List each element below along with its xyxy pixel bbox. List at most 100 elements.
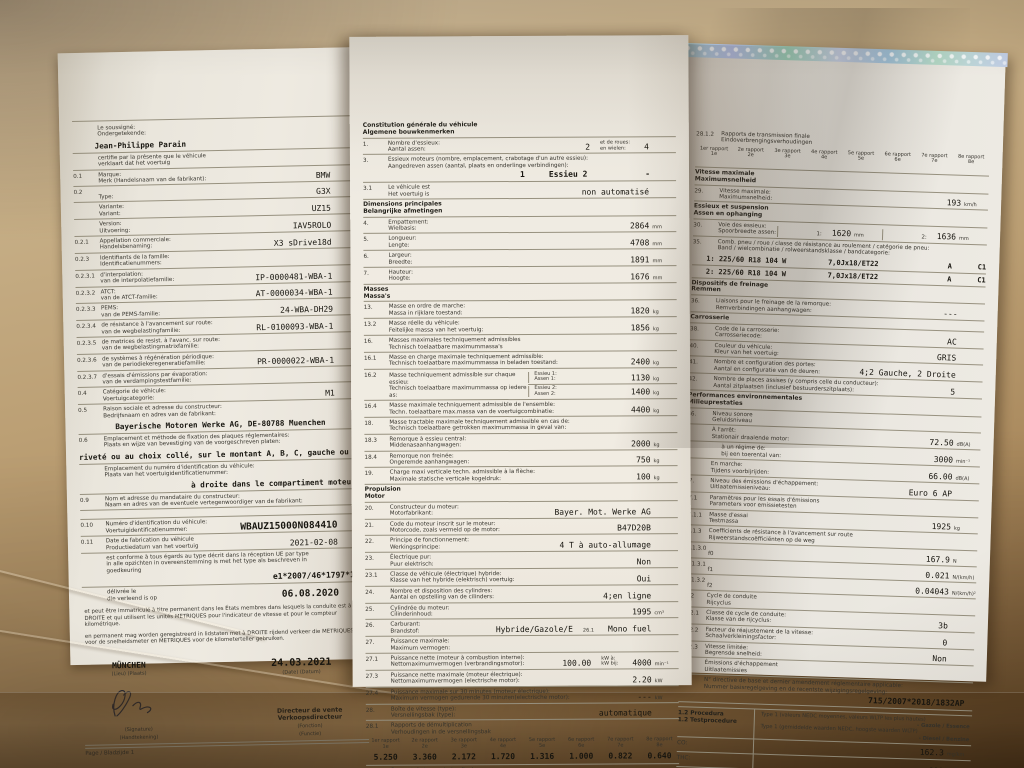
row-label-nl: Wielbasis:: [388, 225, 417, 232]
row-label-nl: Ondergetekende:: [97, 130, 147, 138]
section-title-nl: Motor: [364, 492, 385, 500]
gear-ratio-value: 0.640: [647, 751, 672, 761]
row-number: 16.: [363, 338, 373, 345]
row-label: Puissance nette maximale (moteur électri…: [391, 672, 523, 686]
row-label-nl: Motorfabrikant:: [389, 510, 433, 517]
gear-header-cell: 1er rapport 1e: [371, 737, 400, 750]
row-value: 5: [950, 387, 956, 397]
row-number: 0.2.1: [74, 239, 89, 247]
row-label: Rapports de démultiplication Verhoudingen…: [391, 722, 491, 736]
row-value: Non: [636, 557, 652, 567]
place-block: MÜNCHEN (Lieu) (Plaats): [111, 661, 147, 681]
row-number: 28.1: [365, 724, 379, 731]
row-number: 20.: [364, 505, 374, 512]
row-number: 0.10: [80, 523, 94, 530]
row-value: 1820: [630, 306, 650, 316]
row-label-nl: Cilinderinhoud:: [390, 611, 433, 618]
gear-header-row: 1er rapport 1e 2e rapport 2e 3e rapport 3e 4e …: [366, 736, 679, 750]
row-label-nl: Feitelijke massa van het voertuig:: [388, 326, 484, 334]
row-value: Euro 6 AP: [908, 487, 953, 499]
field-row: 28.1 Rapports de démultiplication Verhoudi…: [366, 719, 679, 736]
row-value: IP-0000481-WBA-1: [255, 271, 333, 282]
row-inline-value: Hybride/Gazole/E: [495, 624, 573, 635]
row-unit: N: [952, 558, 957, 565]
row-label-nl: Nettomaximumvermogen (electrische motor)…: [390, 678, 520, 685]
emission-label: CO:: [676, 739, 688, 747]
section-header: Propulsion Motor: [364, 483, 678, 503]
row-number: 6.: [363, 254, 369, 261]
row-label-nl: Nettomaximumvermogen (verbrandingsmotor)…: [390, 661, 525, 669]
row-number: 24.: [365, 589, 375, 596]
row-value: 06.08.2020: [281, 587, 340, 600]
row-unit: kg: [652, 359, 660, 367]
row-label-nl: Motorcode, zoals vermeld op de motor:: [389, 527, 500, 534]
row-value: WBAUZ15000N084410: [240, 519, 338, 533]
row-value: 4708: [630, 238, 650, 248]
row-label-nl: van de wegbelastingmatrixfamilie:: [101, 343, 200, 352]
row-label-nl: Stationair draaiende motor:: [711, 433, 790, 443]
row-label: Vitesse limitée: Begrensde snelheid:: [705, 644, 762, 659]
row-number: 23.: [365, 555, 374, 563]
row-unit: [947, 647, 974, 648]
field-row: 6. Largeur: Breedte: 1891 mm: [363, 249, 677, 268]
gear-ratio-value: 2.172: [451, 752, 476, 762]
row-label-fr: Puissance maximale:: [390, 638, 450, 645]
row-label-fr: f2: [706, 582, 713, 589]
row-label: Nom et adresse du mandataire du construc…: [105, 492, 303, 509]
row-number: 27.: [365, 640, 375, 647]
row-value: UZ15: [311, 203, 332, 214]
field-row: 19. Charge maxi verticale techn. admissib…: [364, 466, 678, 485]
row-unit: min⁻¹: [955, 458, 971, 466]
row-label: Type:: [99, 194, 114, 201]
row-value: 100: [636, 472, 651, 482]
row-value: ---: [637, 691, 652, 701]
field-row: 16.4 Masse maximale techniquement admissi…: [364, 399, 678, 418]
row-label: Niveau sonore Geluidsniveau: [712, 411, 753, 425]
row-label-nl: Maximumsnelheid:: [719, 194, 773, 202]
row-unit: [957, 346, 984, 347]
row-number: 3.: [362, 158, 369, 165]
holographic-security-strip-icon: [683, 42, 1008, 68]
row-number: 13.2: [363, 322, 377, 329]
row-value: 4000: [632, 658, 652, 668]
field-row: 21. Code du moteur inscrit sur le moteur:…: [364, 517, 678, 537]
gear-header-cell: 7e rapport 7e: [921, 152, 948, 165]
row-label: Facteur de réajustement de la vitesse: Sc…: [705, 627, 813, 643]
row-label-fr: Type:: [98, 194, 114, 201]
row-value: 715/2007*2018/1832AP: [867, 696, 965, 709]
row-label-nl: Het voertuig is: [388, 191, 430, 198]
row-number: 25.: [365, 606, 375, 613]
row-number: 18.3: [364, 437, 377, 444]
row-number: 18.4: [364, 454, 377, 461]
row-label-nl: Maximum vermogen gedurende 30 minuten(el…: [390, 694, 570, 702]
gear-header-cell: 8e rapport 8e: [957, 153, 985, 166]
row-label: Remorque à essieu central: Middenasaanhan…: [389, 436, 466, 449]
row-number: 41.: [688, 359, 698, 366]
row-label: d'interpolation: van de interpolatiefamil…: [100, 271, 174, 285]
row-value: B47D20B: [617, 523, 651, 533]
row-value: 2021-02-08: [289, 537, 339, 548]
row-value: 750: [636, 455, 651, 465]
row-value: non automatisé: [581, 187, 650, 197]
row-unit: [948, 630, 975, 631]
gear-header-cell: 4e rapport 4e: [811, 148, 838, 161]
row-label: certifie par la présente que le véhicule…: [98, 153, 206, 168]
row-mid-label: et de roues: en wielen:: [599, 139, 631, 152]
row-value: 1130: [630, 373, 651, 383]
row-label: Code du moteur inscrit sur le moteur: Mot…: [390, 521, 500, 534]
row-label: Raison sociale et adresse du constructeu…: [103, 404, 222, 419]
row-value: 0.021: [925, 570, 950, 581]
row-label-nl: Aantal en opstelling van de cilinders:: [390, 594, 495, 601]
row-label-nl: Breedte:: [388, 259, 413, 266]
row-label: f0: [708, 551, 714, 558]
procedure-label-line: 1.2 Testprocedure: [677, 717, 737, 725]
row-label: Niveau des émissions d'échappement: Uitla…: [710, 478, 818, 494]
row-label-nl: Identificatienummers:: [100, 260, 162, 268]
axle-label: Essieu 2: Assen 2:: [528, 385, 587, 398]
row-label: Électrique pur: Puur elektrisch:: [390, 555, 434, 568]
row-label: Le véhicule est Het voertuig is: [388, 185, 430, 198]
row-label-nl: Begrensde snelheid:: [704, 649, 763, 658]
row-label: Constructeur du moteur: Motorfabrikant:: [390, 504, 459, 517]
field-row: 27.3 Puissance nette maximale (moteur éle…: [365, 669, 679, 688]
